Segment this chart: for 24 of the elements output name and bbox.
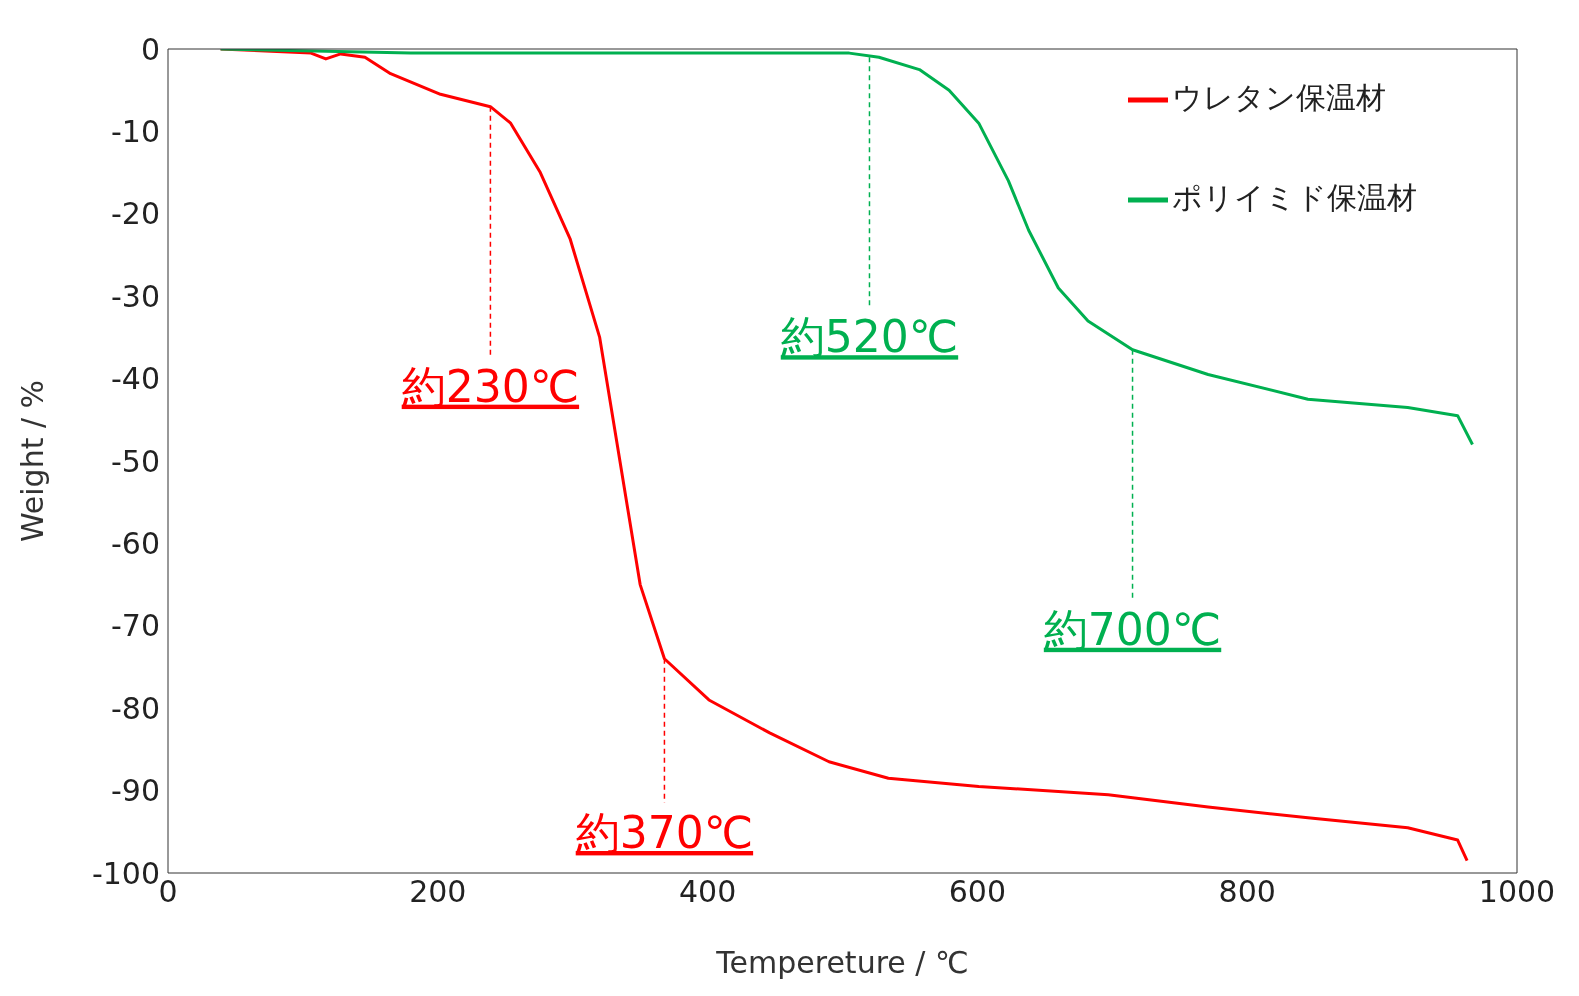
annotation: 約520℃ [780,311,959,363]
x-tick-label: 800 [1218,874,1276,910]
y-tick-label: -70 [111,608,160,644]
legend-label: ウレタン保温材 [1172,80,1386,115]
y-axis-title: Weight / % [14,379,50,543]
y-tick-label: -20 [111,196,160,232]
y-tick-label: -60 [111,526,160,562]
y-tick-label: -10 [111,114,160,150]
y-tick-label: -50 [111,443,160,479]
y-tick-label: -40 [111,361,160,397]
y-tick-label: -100 [91,855,160,891]
x-tick-label: 1000 [1478,874,1556,910]
y-tick-label: 0 [140,31,160,67]
annotation: 約700℃ [1043,603,1222,655]
x-tick-label: 600 [948,874,1007,910]
x-axis-title: Tempereture / ℃ [715,945,969,980]
x-tick-label: 400 [678,874,737,910]
y-tick-label: -90 [111,773,160,809]
y-tick-label: -80 [111,690,160,726]
y-tick-label: -30 [111,278,160,314]
annotation: 約370℃ [575,807,754,858]
x-tick-label: 200 [409,874,467,910]
annotation: 約230℃ [401,360,580,412]
legend-label: ポリイミド保温材 [1172,180,1417,215]
